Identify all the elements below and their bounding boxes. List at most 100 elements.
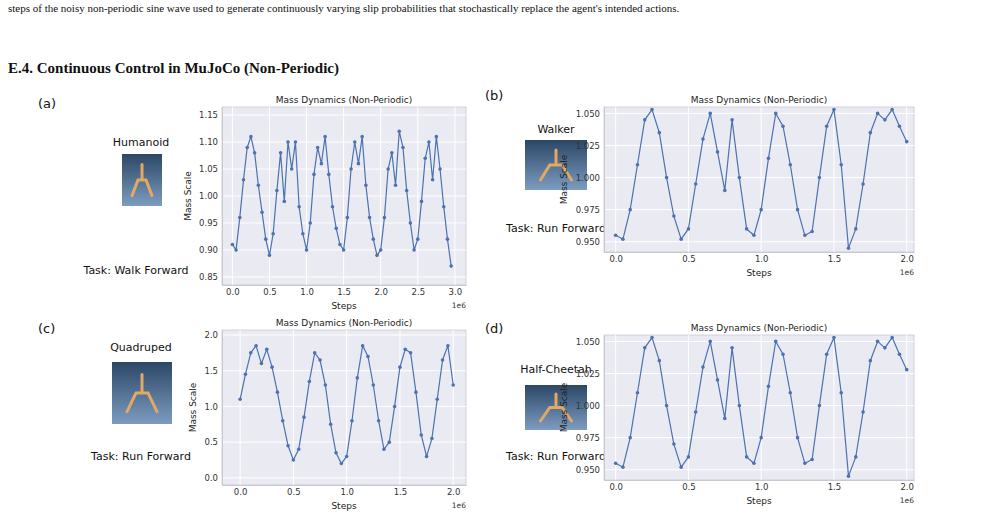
tick: 2.5 [412, 285, 426, 297]
tick-label: 0.0 [609, 254, 623, 264]
point [796, 436, 800, 440]
tick-label: 0.5 [287, 487, 301, 497]
tick: 1.050 [576, 109, 604, 119]
tick: 1.0 [300, 285, 314, 297]
point [716, 378, 720, 382]
point [271, 232, 275, 236]
chart: 0.00.51.01.52.00.9500.9751.0001.0251.050… [559, 95, 914, 278]
tick-label: 0.5 [263, 287, 277, 297]
robot-name: Humanoid [113, 136, 169, 149]
tick: 1.00 [199, 191, 222, 201]
point [441, 358, 445, 362]
x-axis: 0.00.51.01.52.02.53.0 [223, 285, 467, 297]
point [331, 205, 335, 209]
point [854, 227, 858, 231]
point [301, 232, 305, 236]
point [286, 444, 290, 448]
task-label: Task: Run Forward [505, 222, 606, 235]
point [260, 210, 264, 214]
grid-line [222, 370, 466, 371]
tick-label: 1.025 [576, 141, 600, 151]
point [847, 474, 851, 478]
tick: 2.0 [374, 285, 388, 297]
point [672, 442, 676, 446]
grid-line [346, 330, 347, 485]
grid-line [399, 330, 400, 485]
point [854, 455, 858, 459]
plot-area [604, 335, 914, 480]
point [701, 137, 705, 141]
axis-line [604, 108, 605, 253]
series [238, 344, 455, 465]
tick: 0.975 [576, 205, 604, 215]
x-axis: 0.00.51.01.52.0 [605, 252, 915, 264]
tick: 0.5 [287, 485, 301, 497]
point [394, 183, 398, 187]
point [403, 347, 407, 351]
point [338, 243, 342, 247]
tick-label: 0.0 [609, 482, 623, 492]
tick: 0.5 [682, 480, 696, 492]
tick: 3.0 [449, 285, 463, 297]
grid [222, 107, 466, 285]
tick-label: 2.0 [447, 487, 461, 497]
point [832, 336, 836, 340]
tick-label: 0.950 [576, 237, 600, 247]
tick: 0.0 [226, 285, 240, 297]
point [679, 237, 683, 241]
robot-name: Walker [537, 123, 575, 136]
point [431, 178, 435, 182]
point [628, 208, 632, 212]
tick-label: 2.0 [900, 482, 914, 492]
point [334, 227, 338, 231]
point [730, 118, 734, 122]
point [614, 462, 618, 466]
point [636, 391, 640, 395]
plot-area [222, 107, 466, 285]
tick-label: 0.975 [576, 205, 600, 215]
point [825, 352, 829, 356]
point [379, 248, 383, 252]
panel-letter: (a) [38, 96, 56, 111]
point [364, 183, 368, 187]
point [446, 344, 450, 348]
point [327, 173, 331, 177]
point [245, 146, 249, 150]
point [883, 118, 887, 122]
point [839, 391, 843, 395]
robot-body [127, 374, 157, 411]
point [665, 176, 669, 180]
point [869, 359, 873, 363]
point [449, 264, 453, 268]
point [313, 351, 317, 355]
tick: 0.95 [199, 218, 222, 228]
point [738, 176, 742, 180]
point [803, 234, 807, 238]
point [788, 391, 792, 395]
point [386, 167, 390, 171]
grid-line [222, 335, 466, 336]
point [890, 108, 894, 112]
grid-line [604, 405, 914, 406]
tick: 0.5 [682, 252, 696, 264]
y-axis: 0.850.900.951.001.051.101.15 [199, 108, 222, 286]
point [614, 234, 618, 238]
render-background [122, 154, 162, 206]
point [745, 227, 749, 231]
point [759, 436, 763, 440]
point [345, 455, 349, 459]
point [231, 243, 235, 247]
tick-label: 0.0 [226, 287, 240, 297]
point [249, 135, 253, 139]
chart: 0.00.51.01.52.00.00.51.01.52.0Mass Dynam… [188, 318, 467, 511]
section-heading: E.4. Continuous Control in MuJoCo (Non-P… [8, 60, 339, 77]
x-axis-title: Steps [331, 501, 356, 511]
point [270, 365, 274, 369]
x-axis-title: Steps [331, 301, 356, 311]
tick-label: 2.5 [412, 287, 426, 297]
point [420, 200, 424, 204]
tick-label: 0.5 [682, 254, 696, 264]
tick: 1.000 [576, 173, 604, 183]
grid-line [222, 276, 466, 277]
point [861, 182, 865, 186]
